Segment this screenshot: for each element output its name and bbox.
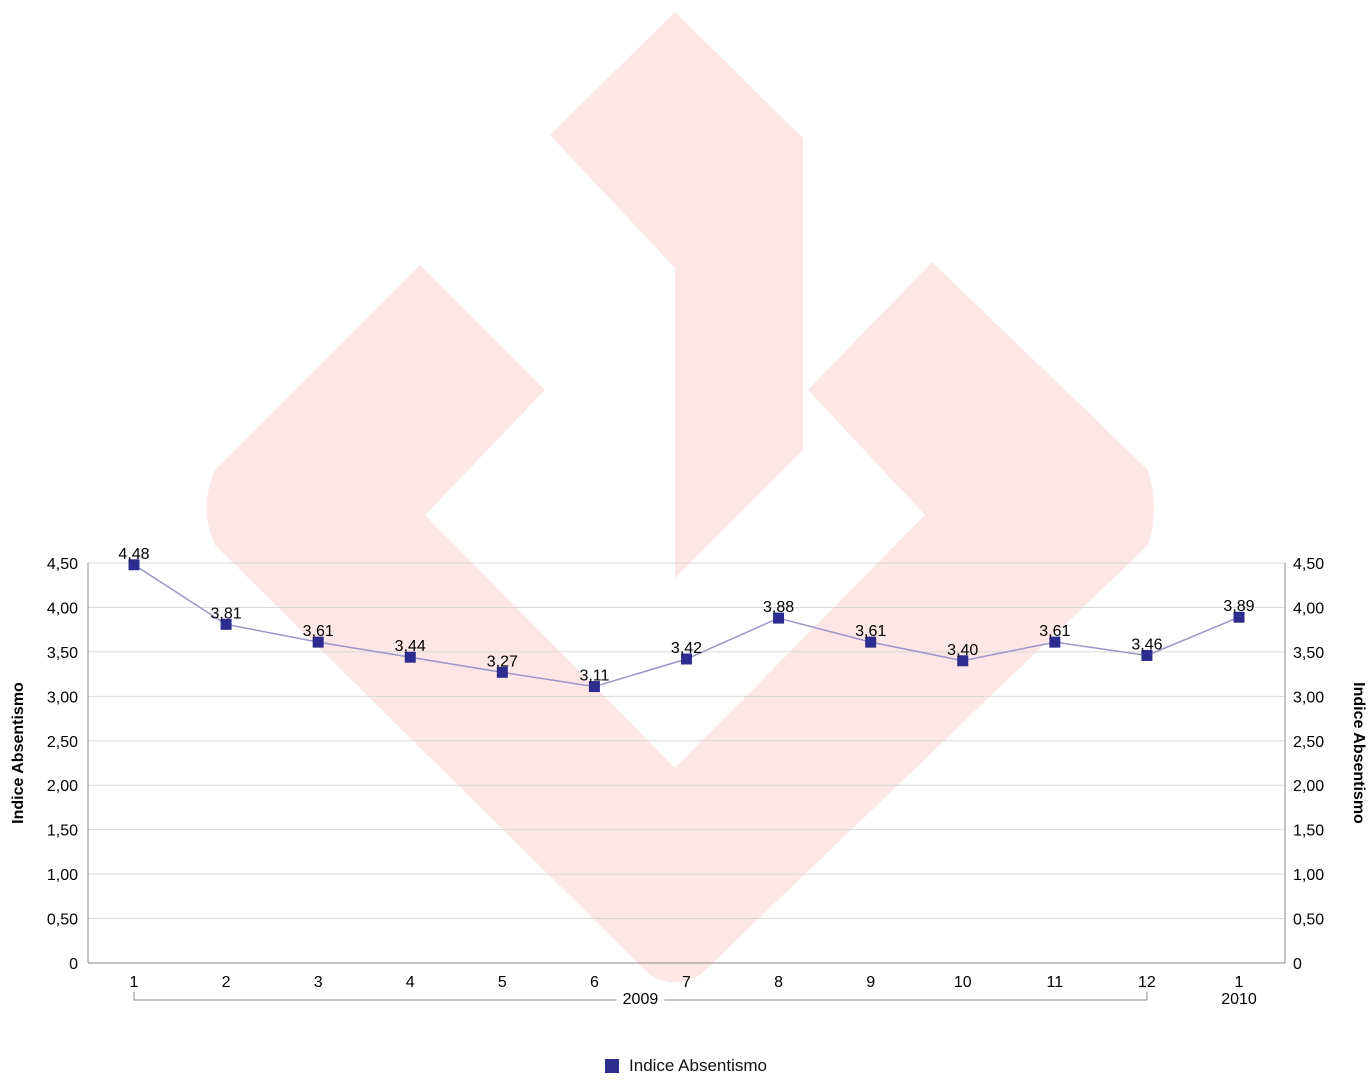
y-tick-label-left: 4,00 [47, 600, 78, 617]
data-point [312, 636, 324, 648]
y-tick-label-left: 0,50 [47, 912, 78, 929]
y-tick-label-right: 2,50 [1293, 734, 1324, 751]
y-tick-label-left: 1,50 [47, 823, 78, 840]
y-tick-label-left: 3,00 [47, 689, 78, 706]
y-tick-label-right: 1,50 [1293, 823, 1324, 840]
y-tick-label-right: 3,00 [1293, 689, 1324, 706]
legend: Indice Absentismo [0, 1056, 1372, 1076]
data-label: 3,27 [487, 653, 518, 670]
data-point [681, 653, 692, 665]
data-label: 4,48 [118, 546, 149, 563]
group-bracket [664, 992, 1148, 1001]
x-tick-label: 12 [1138, 974, 1156, 991]
y-tick-label-left: 4,50 [47, 556, 78, 573]
y-tick-label-left: 2,50 [47, 734, 78, 751]
data-label: 3,81 [211, 605, 242, 622]
axes [87, 563, 1286, 964]
group-label: 2009 [623, 991, 659, 1008]
y-tick-label-right: 4,50 [1293, 556, 1324, 573]
y-tick-label-right: 2,00 [1293, 778, 1324, 795]
group-label: 2010 [1221, 991, 1257, 1008]
data-point [957, 655, 969, 667]
x-tick-label: 10 [954, 974, 972, 991]
data-label: 3,61 [1039, 623, 1070, 640]
x-tick-label: 4 [406, 974, 415, 991]
legend-label: Indice Absentismo [629, 1056, 767, 1075]
data-label: 3,40 [947, 642, 978, 659]
data-point [404, 651, 416, 663]
data-label: 3,61 [855, 623, 886, 640]
data-label: 3,61 [303, 623, 334, 640]
series-indice-absentismo: 4,48 3,81 3,61 3,44 3,27 3,11 3,42 3,88 3,61 3,40… [118, 546, 1255, 693]
x-tick-label: 3 [314, 974, 323, 991]
y-tick-label-right: 3,50 [1293, 645, 1324, 662]
x-tick-label: 2 [222, 974, 231, 991]
x-tick-label: 11 [1047, 974, 1064, 991]
data-label: 3,88 [763, 599, 794, 616]
y-axis-right-ticks: 0 0,50 1,00 1,50 2,00 2,50 3,00 3,50 4,00 4,50 [1293, 556, 1324, 973]
y-axis-left-label: Indice Absentismo [10, 682, 27, 824]
y-tick-label-left: 2,00 [47, 778, 78, 795]
data-label: 3,46 [1131, 636, 1162, 653]
y-tick-label-right: 4,00 [1293, 600, 1324, 617]
y-tick-label-right: 0,50 [1293, 912, 1324, 929]
logo-watermark [206, 12, 1154, 983]
x-axis-groups: 2009 2010 [133, 991, 1257, 1008]
x-tick-label: 1 [130, 974, 139, 991]
y-tick-label-right: 1,00 [1293, 867, 1324, 884]
data-point [220, 618, 232, 630]
data-point [496, 666, 508, 678]
y-tick-label-left: 1,00 [47, 867, 78, 884]
data-point [1233, 611, 1245, 623]
data-point [1049, 636, 1061, 648]
x-axis-ticks: 1 2 3 4 5 6 7 8 9 10 11 12 1 [130, 974, 1244, 991]
y-tick-label-right: 0 [1293, 956, 1302, 973]
y-axis-right-label: Indice Absentismo [1350, 682, 1367, 824]
data-point [128, 559, 140, 571]
data-label: 3,89 [1223, 598, 1254, 615]
y-tick-label-left: 0 [69, 956, 78, 973]
watermark-shape [550, 12, 803, 578]
grid [88, 562, 1285, 920]
data-point [1141, 649, 1153, 661]
group-bracket [133, 992, 617, 1001]
data-label: 3,11 [579, 668, 609, 685]
data-point [773, 612, 785, 624]
data-point [588, 681, 600, 693]
data-label: 3,42 [671, 640, 702, 657]
x-tick-label: 1 [1235, 974, 1244, 991]
data-point [865, 636, 877, 648]
x-tick-label: 9 [866, 974, 875, 991]
x-tick-label: 8 [774, 974, 783, 991]
watermark-shape [206, 262, 1154, 983]
y-axis-left-ticks: 0 0,50 1,00 1,50 2,00 2,50 3,00 3,50 4,00 4,50 [47, 556, 78, 973]
y-tick-label-left: 3,50 [47, 645, 78, 662]
x-tick-label: 5 [498, 974, 507, 991]
x-tick-label: 6 [590, 974, 599, 991]
legend-marker [605, 1059, 620, 1073]
x-tick-label: 7 [682, 974, 691, 991]
data-label: 3,44 [395, 638, 426, 655]
